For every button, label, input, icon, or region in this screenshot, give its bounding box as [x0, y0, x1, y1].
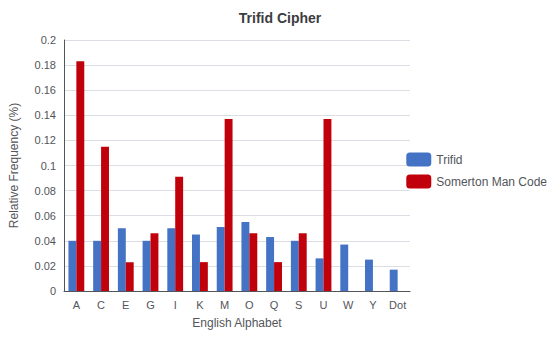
svg-text:Relative Frequency (%): Relative Frequency (%) [7, 103, 21, 228]
svg-text:0.1: 0.1 [41, 160, 56, 172]
svg-text:0: 0 [50, 285, 56, 297]
svg-text:Trifid Cipher: Trifid Cipher [239, 10, 322, 26]
svg-text:Q: Q [270, 299, 279, 311]
svg-text:M: M [220, 299, 229, 311]
svg-text:0.04: 0.04 [35, 235, 56, 247]
svg-text:0.16: 0.16 [35, 84, 56, 96]
svg-text:English Alphabet: English Alphabet [192, 316, 282, 330]
svg-text:G: G [146, 299, 155, 311]
svg-text:0.12: 0.12 [35, 134, 56, 146]
svg-text:0.06: 0.06 [35, 210, 56, 222]
svg-text:0.14: 0.14 [35, 109, 56, 121]
svg-text:W: W [343, 299, 354, 311]
svg-text:0.02: 0.02 [35, 260, 56, 272]
svg-text:A: A [73, 299, 81, 311]
svg-text:O: O [245, 299, 254, 311]
svg-text:Trifid: Trifid [436, 153, 462, 167]
svg-text:K: K [196, 299, 204, 311]
svg-text:Somerton Man Code: Somerton Man Code [436, 175, 547, 189]
svg-text:S: S [295, 299, 302, 311]
svg-text:0.18: 0.18 [35, 59, 56, 71]
svg-text:U: U [320, 299, 328, 311]
svg-text:Dot: Dot [389, 299, 406, 311]
svg-text:0.08: 0.08 [35, 185, 56, 197]
svg-text:Y: Y [369, 299, 377, 311]
svg-text:C: C [97, 299, 105, 311]
svg-text:E: E [122, 299, 129, 311]
svg-text:I: I [174, 299, 177, 311]
svg-text:0.2: 0.2 [41, 34, 56, 46]
